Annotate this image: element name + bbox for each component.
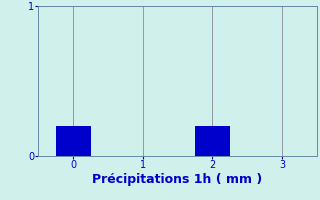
Bar (56, 126, 91, 156)
Bar (195, 126, 230, 156)
X-axis label: Précipitations 1h ( mm ): Précipitations 1h ( mm ) (92, 173, 263, 186)
